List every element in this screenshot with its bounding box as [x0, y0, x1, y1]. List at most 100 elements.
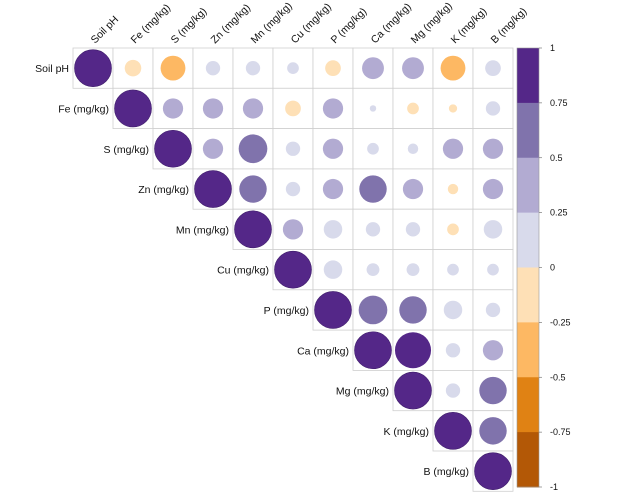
correlation-circle-5-8	[406, 263, 420, 277]
correlation-circles	[74, 49, 512, 490]
colorbar-tick-label: 0.25	[550, 208, 568, 218]
row-label: B (mg/kg)	[423, 466, 469, 478]
correlation-circle-0-10	[485, 60, 501, 76]
correlation-circle-2-6	[322, 138, 344, 159]
correlation-circle-6-10	[485, 302, 501, 318]
correlation-circle-0-1	[124, 59, 142, 77]
column-label: Mn (mg/kg)	[249, 0, 295, 46]
correlation-circle-4-5	[282, 219, 304, 240]
correlation-circle-7-8	[394, 332, 432, 369]
correlation-circle-5-7	[366, 263, 380, 277]
correlation-circle-0-9	[440, 55, 466, 81]
correlation-circle-7-10	[482, 340, 504, 361]
correlation-circle-1-10	[485, 101, 501, 116]
correlation-circle-0-8	[402, 57, 424, 80]
correlation-circle-4-7	[365, 222, 381, 237]
correlation-circle-4-8	[405, 222, 421, 237]
correlation-circle-0-2	[160, 55, 186, 81]
colorbar-segment	[517, 102, 539, 159]
correlation-circle-3-5	[285, 181, 301, 197]
correlation-circle-4-4	[234, 210, 272, 249]
correlation-circle-3-6	[322, 178, 344, 200]
row-label: Cu (mg/kg)	[217, 265, 269, 277]
column-label: S (mg/kg)	[169, 5, 210, 46]
correlation-circle-4-10	[483, 220, 503, 239]
correlation-circle-8-9	[445, 383, 461, 398]
correlation-circle-0-0	[74, 49, 112, 87]
column-label: Zn (mg/kg)	[209, 2, 253, 46]
correlation-circle-0-6	[325, 60, 341, 76]
matrix-cell-1-3	[192, 87, 234, 130]
row-labels: Soil pH Fe (mg/kg) S (mg/kg) Zn (mg/kg) Mn (…	[35, 63, 469, 478]
correlation-circle-7-9	[445, 343, 461, 358]
column-label: K (mg/kg)	[449, 5, 490, 46]
colorbar-segment	[517, 322, 539, 378]
column-labels: Soil pH Fe (mg/kg)S (mg/kg) Zn (mg/kg)Mn (…	[89, 0, 530, 46]
correlation-circle-2-8	[407, 143, 419, 154]
correlation-circle-3-3	[194, 170, 232, 208]
correlation-circle-1-4	[242, 98, 264, 119]
correlation-circle-1-9	[448, 104, 458, 113]
correlation-circle-3-9	[447, 183, 459, 195]
correlation-circle-5-9	[447, 263, 459, 276]
correlation-circle-1-1	[114, 89, 152, 128]
correlation-circle-2-2	[154, 129, 192, 168]
correlation-circle-2-5	[285, 141, 301, 156]
colorbar-tick-label: 1	[550, 43, 555, 53]
correlation-circle-3-10	[482, 178, 504, 200]
correlation-circle-0-3	[205, 60, 221, 76]
matrix-cell-0-7	[352, 47, 394, 89]
correlation-circle-0-5	[287, 62, 299, 75]
correlation-circle-5-10	[487, 263, 499, 276]
correlation-circle-1-7	[369, 105, 377, 112]
correlation-circle-8-10	[479, 376, 507, 405]
colorbar-tick-label: -0.5	[550, 372, 566, 382]
correlation-circle-1-3	[202, 98, 224, 119]
column-label: Cu (mg/kg)	[289, 1, 334, 46]
correlation-circle-3-4	[239, 175, 267, 203]
colorbar-segment	[517, 377, 539, 433]
colorbar-tick-label: -1	[550, 482, 558, 492]
colorbar-segment	[517, 212, 539, 268]
colorbar-segment	[517, 48, 539, 104]
correlation-circle-2-7	[367, 142, 379, 155]
correlation-circle-6-6	[314, 291, 352, 329]
row-label: K (mg/kg)	[383, 426, 429, 438]
colorbar-segment	[517, 267, 539, 323]
colorbar-tick-label: 0.75	[550, 98, 568, 108]
column-label: Mg (mg/kg)	[409, 0, 455, 46]
row-label: S (mg/kg)	[103, 144, 149, 156]
row-label: Ca (mg/kg)	[297, 345, 349, 357]
column-label: Fe (mg/kg)	[129, 2, 173, 46]
correlation-circle-6-7	[358, 295, 388, 325]
correlation-circle-3-8	[402, 178, 424, 200]
correlation-circle-6-9	[443, 300, 463, 320]
column-label: Soil pH	[89, 14, 121, 46]
column-label: Ca (mg/kg)	[369, 1, 414, 46]
colorbar-tick-label: 0	[550, 263, 555, 273]
correlation-circle-1-6	[322, 98, 344, 119]
correlation-circle-4-9	[447, 223, 459, 236]
correlation-circle-10-10	[474, 452, 512, 490]
correlation-circle-0-4	[245, 60, 261, 76]
column-label: B (mg/kg)	[489, 5, 530, 46]
column-label: P (mg/kg)	[329, 6, 370, 47]
row-label: Zn (mg/kg)	[138, 184, 189, 196]
correlation-circle-0-7	[362, 57, 384, 80]
row-label: Soil pH	[35, 63, 69, 75]
correlation-circle-9-10	[479, 417, 507, 445]
correlation-circle-5-5	[274, 250, 312, 289]
correlation-circle-6-8	[399, 296, 427, 324]
correlation-circle-7-7	[354, 331, 392, 370]
correlation-circle-9-9	[434, 412, 472, 450]
colorbar-segment	[517, 432, 539, 488]
colorbar-tick-label: -0.75	[550, 427, 571, 437]
correlation-circle-1-5	[285, 100, 301, 117]
colorbar-tick-label: -0.25	[550, 317, 571, 327]
correlation-circle-8-8	[394, 371, 432, 410]
row-label: Mg (mg/kg)	[336, 386, 389, 398]
colorbar-legend: 1 0.75 0.5 0.25 0 -0.25 -0.5 -0.75 -1	[516, 43, 571, 492]
correlation-circle-2-10	[482, 138, 504, 159]
row-label: Mn (mg/kg)	[176, 224, 229, 236]
